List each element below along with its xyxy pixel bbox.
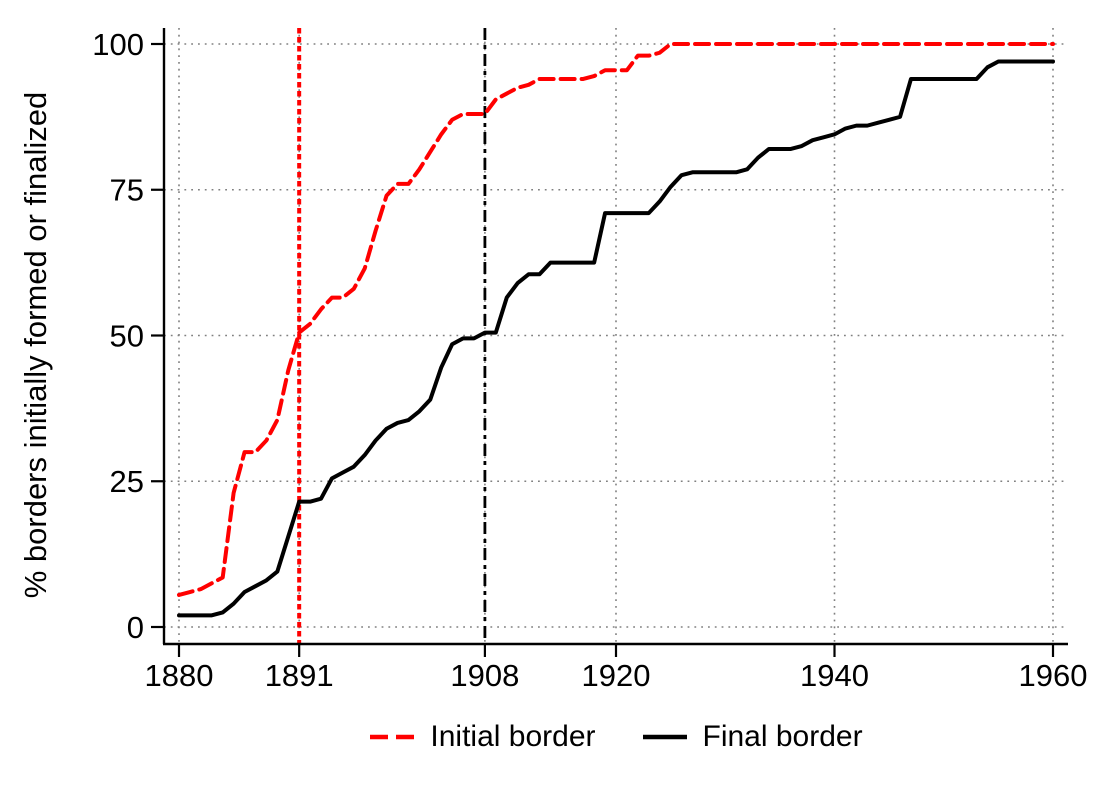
axes: 0 25 50 75 100 1880 1891 1908 1920 1940 1960 [92,27,1087,693]
series-final-border [177,59,1055,618]
series-initial-border [177,42,1055,597]
legend-label-final-border: Final border [702,720,863,753]
final-border-solid-line-sample [642,734,687,740]
x-tick-label-1908: 1908 [450,658,519,693]
x-tick-label-1960: 1960 [1019,658,1088,693]
x-tick-label-1920: 1920 [582,658,651,693]
y-tick-label-50: 50 [110,318,144,353]
y-tick-label-25: 25 [110,464,144,499]
y-axis-title: % borders initially formed or finalized [18,92,53,599]
legend-label-initial-border: Initial border [430,720,596,753]
legend-item-initial-border: Initial border [369,720,596,754]
x-tick-label-1940: 1940 [800,658,869,693]
legend: Initial border Final border [164,716,1068,758]
y-tick-label-100: 100 [92,27,144,62]
initial-border-dashed-line-sample [370,734,415,740]
legend-item-final-border: Final border [642,720,863,754]
y-tick-label-75: 75 [110,173,144,208]
x-tick-label-1880: 1880 [145,658,214,693]
y-tick-label-0: 0 [127,610,144,645]
x-tick-label-1891: 1891 [265,658,334,693]
